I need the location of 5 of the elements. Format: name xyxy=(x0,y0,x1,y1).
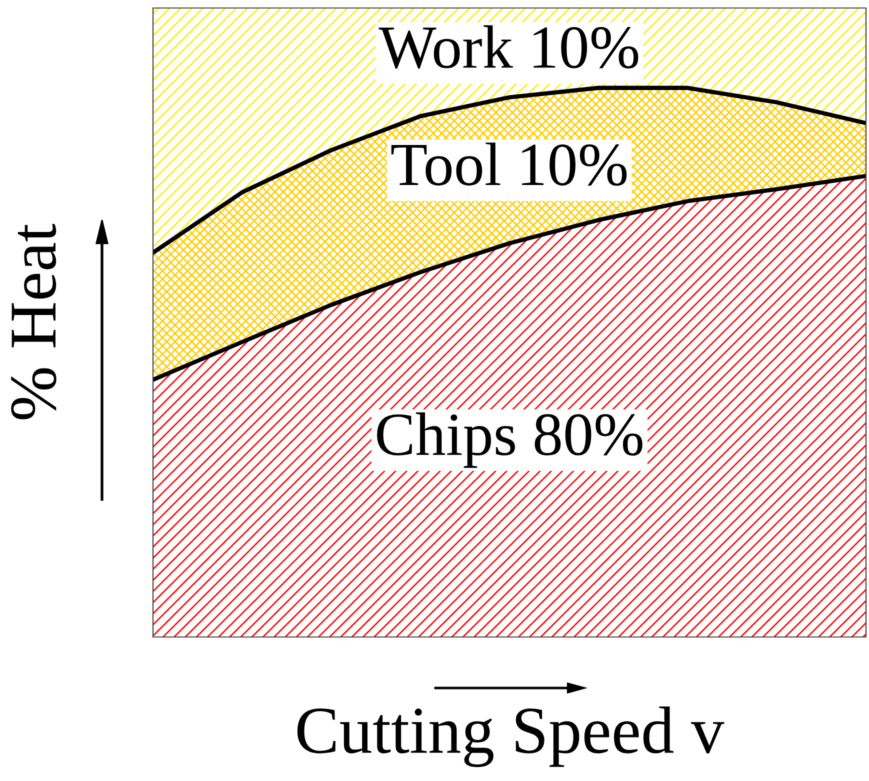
series-label: Work 10% xyxy=(378,25,638,69)
x-axis-title: Cutting Speed v xyxy=(297,706,724,768)
y-axis-title: % Heat xyxy=(11,224,56,420)
series-label: Chips 80% xyxy=(377,412,642,468)
series-label: Tool 10% xyxy=(391,142,627,186)
